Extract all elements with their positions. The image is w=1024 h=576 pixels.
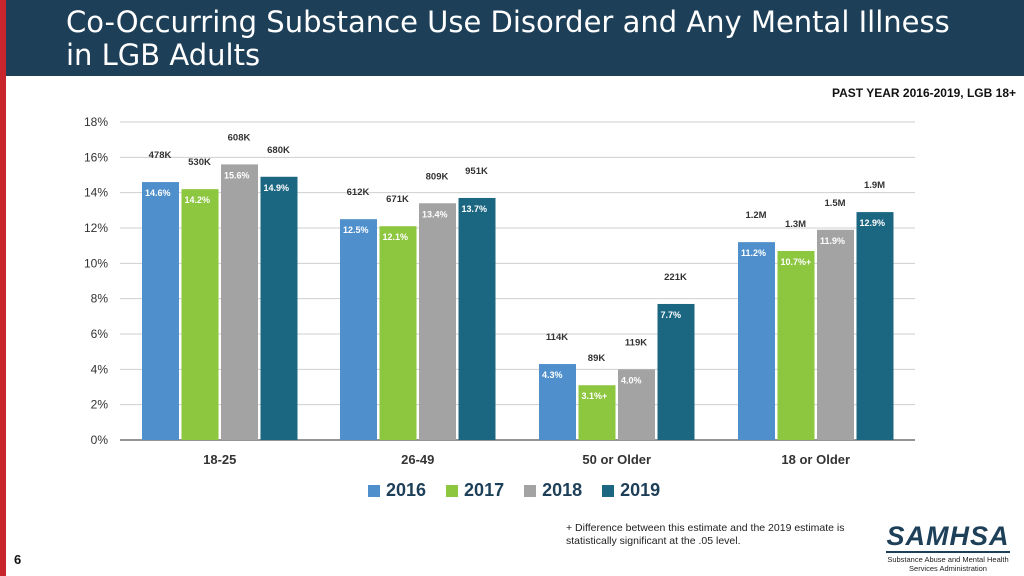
bar-value-label: 12.5% bbox=[343, 225, 369, 235]
bar-count-label: 114K bbox=[546, 332, 568, 343]
bar-value-label: 14.2% bbox=[185, 195, 211, 205]
bar-count-label: 1.3M bbox=[785, 219, 806, 230]
bar-count-label: 1.5M bbox=[824, 198, 845, 209]
y-tick-label: 18% bbox=[84, 115, 108, 129]
legend-item-2019: 2019 bbox=[602, 480, 660, 501]
slide-title: Co-Occurring Substance Use Disorder and … bbox=[66, 5, 950, 72]
bar-value-label: 11.2% bbox=[741, 248, 766, 258]
y-tick-label: 10% bbox=[84, 256, 108, 270]
bar-count-label: 1.9M bbox=[864, 180, 885, 191]
bar-2017-3 bbox=[777, 250, 815, 440]
samhsa-logo: SAMHSA Substance Abuse and Mental Health… bbox=[878, 522, 1018, 573]
legend-label-2017: 2017 bbox=[464, 480, 505, 500]
y-tick-label: 14% bbox=[84, 186, 108, 200]
left-accent-bar bbox=[0, 0, 6, 576]
bar-value-label: 15.6% bbox=[224, 170, 250, 180]
legend-item-2018: 2018 bbox=[524, 480, 582, 501]
bar-2019-1 bbox=[458, 197, 496, 440]
bar-value-label: 4.3% bbox=[542, 370, 563, 380]
bar-value-label: 12.1% bbox=[383, 232, 409, 242]
bar-value-label: 11.9% bbox=[820, 236, 845, 246]
legend-swatch-2018 bbox=[524, 484, 537, 497]
legend-label-2019: 2019 bbox=[620, 480, 661, 500]
legend-label-2016: 2016 bbox=[386, 480, 427, 500]
x-category-label: 26-49 bbox=[401, 452, 434, 467]
bar-2016-3 bbox=[738, 242, 775, 440]
bar-value-label: 12.9% bbox=[860, 218, 886, 228]
bar-2018-1 bbox=[419, 203, 456, 440]
bar-count-label: 671K bbox=[386, 194, 409, 205]
y-tick-label: 16% bbox=[84, 150, 108, 164]
legend-item-2017: 2017 bbox=[446, 480, 504, 501]
bar-2017-2 bbox=[578, 385, 616, 440]
bar-count-label: 680K bbox=[267, 145, 290, 156]
bar-count-label: 612K bbox=[347, 187, 370, 198]
legend-label-2018: 2018 bbox=[542, 480, 583, 500]
bar-2016-0 bbox=[142, 182, 179, 441]
x-category-label: 18-25 bbox=[203, 452, 236, 467]
title-banner: Co-Occurring Substance Use Disorder and … bbox=[6, 0, 1024, 76]
chart-subtitle: PAST YEAR 2016-2019, LGB 18+ bbox=[832, 86, 1016, 100]
y-tick-label: 4% bbox=[91, 362, 109, 376]
significance-footnote: + Difference between this estimate and t… bbox=[566, 522, 845, 547]
bar-2019-3 bbox=[856, 212, 894, 440]
bar-2018-3 bbox=[817, 229, 854, 440]
bar-count-label: 478K bbox=[149, 150, 172, 161]
bar-value-label: 4.0% bbox=[621, 375, 642, 385]
bar-count-label: 530K bbox=[188, 157, 211, 168]
bar-2016-2 bbox=[539, 364, 576, 440]
y-tick-label: 6% bbox=[91, 327, 109, 341]
legend-swatch-2017 bbox=[446, 484, 459, 497]
logo-rule bbox=[886, 551, 1010, 553]
bar-value-label: 14.6% bbox=[145, 188, 171, 198]
y-tick-label: 8% bbox=[91, 292, 109, 306]
bar-2019-2 bbox=[657, 303, 695, 440]
bar-value-label: 7.7% bbox=[661, 310, 682, 320]
page-number: 6 bbox=[14, 552, 22, 567]
legend-swatch-2019 bbox=[602, 484, 615, 497]
bar-count-label: 221K bbox=[664, 272, 687, 283]
bar-value-label: 13.7% bbox=[462, 204, 488, 214]
bar-count-label: 951K bbox=[465, 166, 488, 177]
bar-count-label: 608K bbox=[228, 132, 251, 143]
bar-count-label: 809K bbox=[426, 171, 449, 182]
y-tick-label: 2% bbox=[91, 398, 109, 412]
y-tick-label: 0% bbox=[91, 433, 109, 447]
bar-value-label: 13.4% bbox=[422, 209, 448, 219]
bar-2019-0 bbox=[260, 176, 298, 440]
legend-item-2016: 2016 bbox=[368, 480, 426, 501]
bar-2016-1 bbox=[340, 219, 377, 440]
chart-legend: 2016 2017 2018 2019 bbox=[368, 480, 660, 501]
logo-wordmark: SAMHSA bbox=[886, 521, 1010, 551]
bar-count-label: 1.2M bbox=[745, 210, 766, 221]
bar-count-label: 89K bbox=[588, 353, 606, 364]
bar-2018-2 bbox=[618, 369, 655, 440]
legend-swatch-2016 bbox=[368, 484, 380, 497]
bar-2018-0 bbox=[221, 164, 258, 440]
bar-value-label: 10.7%+ bbox=[781, 257, 812, 267]
bar-count-label: 119K bbox=[625, 337, 647, 348]
bar-2017-1 bbox=[379, 226, 417, 440]
bar-value-label: 14.9% bbox=[264, 183, 290, 193]
x-category-label: 50 or Older bbox=[582, 452, 651, 467]
x-category-label: 18 or Older bbox=[781, 452, 850, 467]
y-tick-label: 12% bbox=[84, 221, 108, 235]
bar-value-label: 3.1%+ bbox=[582, 391, 608, 401]
logo-subtitle: Substance Abuse and Mental Health Servic… bbox=[887, 555, 1009, 573]
bar-2017-0 bbox=[181, 189, 219, 440]
